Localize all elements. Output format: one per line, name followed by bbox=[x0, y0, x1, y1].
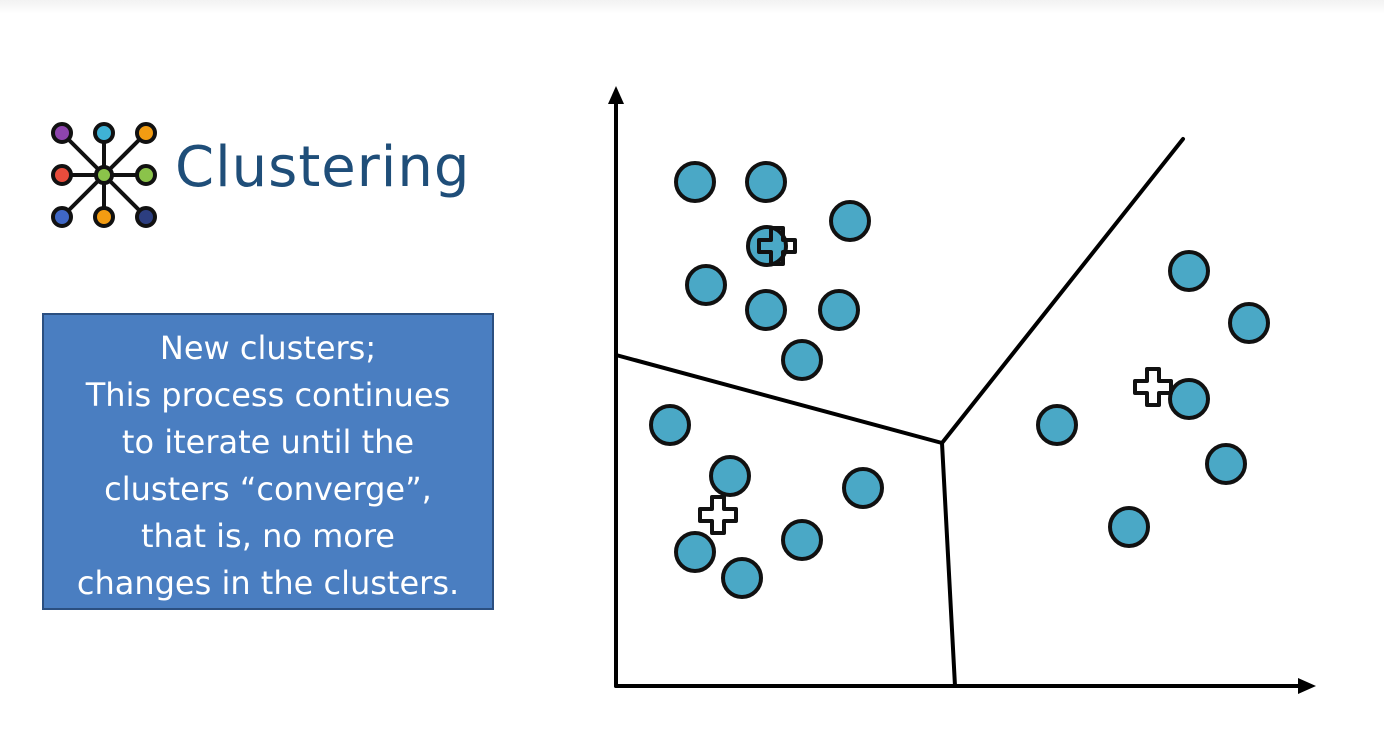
data-point bbox=[745, 161, 787, 203]
data-point bbox=[649, 404, 691, 446]
data-point bbox=[842, 467, 884, 509]
data-point bbox=[745, 289, 787, 331]
boundary-line bbox=[940, 137, 1185, 445]
boundary-line bbox=[614, 353, 944, 445]
explanation-line: This process continues bbox=[85, 376, 451, 414]
explanation-box: New clusters; This process continues to … bbox=[42, 313, 494, 610]
data-point bbox=[1168, 378, 1210, 420]
x-axis-arrow bbox=[1298, 678, 1316, 694]
data-point bbox=[829, 200, 871, 242]
network-cluster-icon bbox=[51, 122, 157, 228]
plus-outline-icon bbox=[698, 495, 738, 535]
explanation-line: changes in the clusters. bbox=[76, 564, 460, 602]
explanation-line: that is, no more bbox=[141, 517, 395, 555]
data-point bbox=[818, 289, 860, 331]
data-point bbox=[746, 225, 788, 267]
top-bar bbox=[0, 0, 1384, 14]
data-point bbox=[709, 455, 751, 497]
data-point bbox=[1168, 250, 1210, 292]
data-point bbox=[1228, 302, 1270, 344]
plus-outline-icon bbox=[1133, 367, 1173, 407]
plus-outline-icon bbox=[757, 226, 797, 266]
explanation-line: to iterate until the bbox=[121, 423, 415, 461]
data-point bbox=[781, 339, 823, 381]
y-axis-arrow bbox=[608, 86, 624, 104]
explanation-line: New clusters; bbox=[159, 329, 377, 367]
boundary-line bbox=[940, 441, 957, 688]
explanation-line: clusters “converge”, bbox=[104, 470, 432, 508]
page-title: Clustering bbox=[175, 135, 471, 200]
data-point bbox=[721, 557, 763, 599]
data-point bbox=[685, 264, 727, 306]
data-point bbox=[674, 161, 716, 203]
data-point bbox=[674, 531, 716, 573]
data-point bbox=[1108, 506, 1150, 548]
data-point bbox=[1205, 443, 1247, 485]
data-point bbox=[781, 519, 823, 561]
data-point bbox=[1036, 404, 1078, 446]
